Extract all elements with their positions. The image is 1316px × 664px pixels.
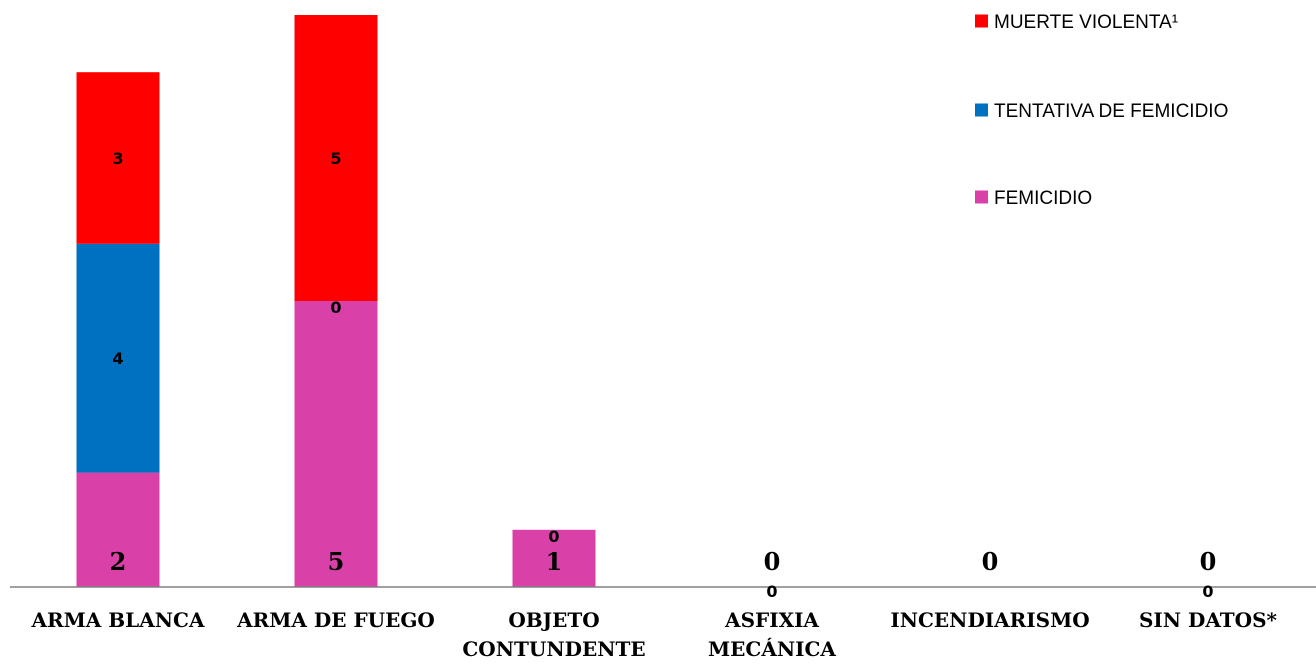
x-tick-label-arma-de-fuego: ARMA DE FUEGO	[236, 608, 435, 632]
bar-femicidio-arma-blanca	[76, 472, 160, 587]
legend-swatch-muerte-violenta	[975, 14, 988, 28]
x-tick-label-arma-blanca: ARMA BLANCA	[31, 608, 205, 632]
legend-label-femicidio: FEMICIDIO	[994, 188, 1092, 209]
data-label-femicidio-objeto-contundente: 1	[546, 547, 563, 576]
bar-femicidio-objeto-contundente	[512, 529, 596, 587]
data-label-femicidio-arma-blanca: 2	[110, 547, 127, 576]
x-tick-label-objeto-contundente: OBJETO CONTUNDENTE	[462, 608, 645, 661]
legend-label-muerte-violenta: MUERTE VIOLENTA¹	[994, 12, 1178, 33]
x-tick-label-asfixia-mecanica: ASFIXIA MECÁNICA	[708, 608, 836, 661]
data-label-muerte-violenta-asfixia-mecanica: 0	[766, 582, 777, 601]
bar-tentativa-de-femicidio-arma-blanca	[76, 243, 160, 473]
data-label-femicidio-sin-datos: 0	[1200, 547, 1217, 576]
data-label-tentativa-de-femicidio-arma-de-fuego: 0	[330, 298, 341, 317]
data-label-muerte-violenta-objeto-contundente: 0	[548, 527, 559, 546]
legend: MUERTE VIOLENTA¹ TENTATIVA DE FEMICIDIO FE…	[975, 12, 1228, 209]
bar-femicidio-arma-de-fuego	[294, 301, 378, 587]
data-label-muerte-violenta-arma-blanca: 3	[112, 149, 123, 168]
data-label-muerte-violenta-sin-datos: 0	[1202, 582, 1213, 601]
legend-swatch-tentativa-de-femicidio	[975, 103, 988, 117]
x-tick-label-incendiarismo: INCENDIARISMO	[890, 608, 1089, 632]
category-labels-layer: ARMA BLANCA ARMA DE FUEGO OBJETO CONTUNDENT…	[31, 608, 1278, 661]
bars-layer	[76, 15, 596, 587]
legend-label-tentativa-de-femicidio: TENTATIVA DE FEMICIDIO	[994, 101, 1228, 122]
x-tick-label-sin-datos: SIN DATOS*	[1139, 608, 1278, 632]
legend-swatch-femicidio	[975, 190, 988, 204]
bar-muerte-violenta-arma-blanca	[76, 72, 160, 244]
data-label-femicidio-incendiarismo: 0	[982, 547, 999, 576]
data-label-femicidio-arma-de-fuego: 5	[328, 547, 345, 576]
bar-muerte-violenta-arma-de-fuego	[294, 15, 378, 301]
data-label-femicidio-asfixia-mecanica: 0	[764, 547, 781, 576]
data-label-muerte-violenta-arma-de-fuego: 5	[330, 149, 341, 168]
data-label-tentativa-de-femicidio-arma-blanca: 4	[112, 349, 123, 368]
